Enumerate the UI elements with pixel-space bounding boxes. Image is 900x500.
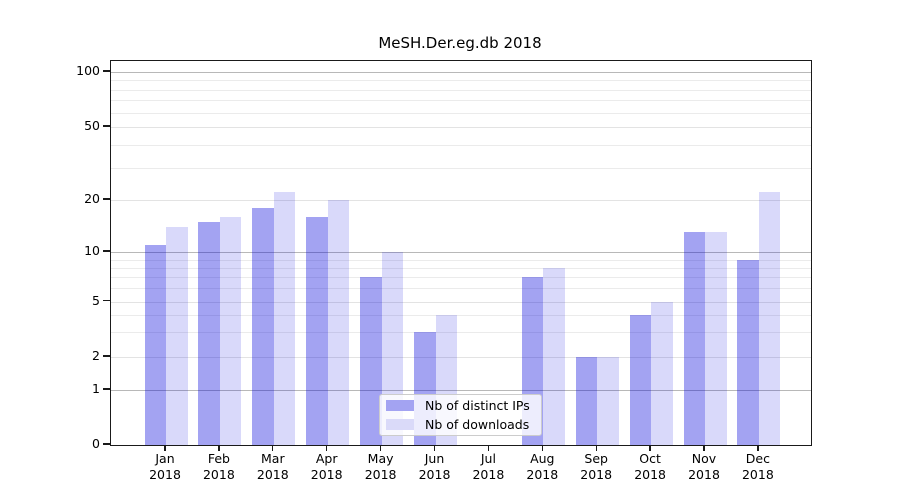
- x-tick-mark-jun: [433, 446, 436, 451]
- x-tick-mark-feb: [218, 446, 220, 451]
- legend-entry-downloads: Nb of downloads: [386, 417, 533, 432]
- x-tick-label-feb: Feb 2018: [202, 451, 235, 482]
- y-tick-mark-2: [103, 355, 110, 357]
- legend-entry-distinct-ips: Nb of distinct IPs: [386, 398, 533, 413]
- y-tick-label-10: 10: [84, 243, 100, 258]
- bar-distinct-ips-dec: [737, 259, 759, 445]
- gridline-2: [111, 357, 811, 358]
- gridline-20: [111, 200, 811, 201]
- legend-label-distinct-ips: Nb of distinct IPs: [425, 398, 530, 413]
- x-tick-mark-oct: [649, 446, 651, 451]
- x-tick-mark-aug: [541, 446, 543, 451]
- x-tick-mark-jul: [487, 446, 490, 451]
- minor-gridline-7: [111, 277, 811, 279]
- x-tick-mark-nov: [703, 446, 705, 451]
- bar-distinct-ips-sep: [575, 357, 598, 445]
- bar-distinct-ips-nov: [683, 232, 705, 445]
- legend-swatch-distinct-ips: [386, 400, 414, 411]
- bar-distinct-ips-oct: [629, 315, 652, 445]
- minor-gridline-30: [111, 167, 811, 169]
- y-tick-label-0: 0: [92, 436, 100, 451]
- major-gridline-100: [111, 72, 811, 73]
- x-tick-mark-sep: [595, 446, 597, 451]
- major-gridline-10: [111, 252, 811, 253]
- bar-downloads-aug: [543, 267, 565, 445]
- x-tick-mark-apr: [326, 446, 328, 451]
- y-tick-label-5: 5: [92, 292, 100, 308]
- minor-gridline-70: [111, 100, 811, 102]
- y-tick-mark-0: [103, 443, 110, 445]
- x-tick-mark-jan: [164, 446, 166, 451]
- bar-downloads-nov: [705, 232, 727, 445]
- y-tick-label-50: 50: [84, 118, 100, 133]
- bar-downloads-sep: [597, 357, 619, 445]
- y-tick-mark-10: [103, 250, 110, 252]
- legend-label-downloads: Nb of downloads: [425, 417, 530, 432]
- minor-gridline-9: [111, 259, 811, 261]
- x-tick-label-dec: Dec 2018: [741, 451, 774, 482]
- y-tick-mark-100: [103, 70, 110, 72]
- x-tick-mark-may: [379, 446, 382, 451]
- x-tick-label-sep: Sep 2018: [580, 451, 613, 482]
- bar-downloads-mar: [273, 192, 296, 445]
- x-tick-label-apr: Apr 2018: [310, 451, 343, 482]
- minor-gridline-8: [111, 267, 811, 269]
- x-tick-mark-dec: [757, 446, 759, 451]
- minor-gridline-4: [111, 315, 811, 317]
- y-tick-mark-1: [103, 388, 110, 390]
- minor-gridline-3: [111, 332, 811, 334]
- bar-downloads-apr: [327, 200, 350, 445]
- y-tick-mark-50: [103, 125, 110, 127]
- legend-swatch-downloads: [386, 419, 414, 430]
- plot-area: Nb of distinct IPs Nb of downloads: [110, 60, 812, 446]
- bar-distinct-ips-may: [360, 277, 382, 445]
- bar-distinct-ips-feb: [198, 221, 220, 445]
- bar-downloads-dec: [758, 192, 781, 445]
- legend: Nb of distinct IPs Nb of downloads: [379, 394, 542, 436]
- minor-gridline-40: [111, 144, 811, 146]
- x-tick-label-jun: Jun 2018: [418, 451, 451, 482]
- major-gridline-1: [111, 390, 811, 391]
- minor-gridline-60: [111, 112, 811, 114]
- minor-gridline-6: [111, 288, 811, 290]
- y-tick-label-2: 2: [92, 348, 100, 363]
- x-tick-label-aug: Aug 2018: [526, 451, 559, 482]
- bar-distinct-ips-apr: [306, 216, 328, 445]
- minor-gridline-80: [111, 89, 811, 91]
- x-tick-label-jul: Jul 2018: [472, 451, 505, 482]
- gridline-50: [111, 127, 811, 128]
- y-tick-label-1: 1: [92, 381, 100, 396]
- minor-gridline-90: [111, 80, 811, 82]
- y-tick-mark-5: [103, 299, 110, 302]
- x-tick-label-jan: Jan 2018: [149, 451, 181, 482]
- bar-downloads-feb: [219, 216, 242, 445]
- bar-downloads-jan: [166, 226, 188, 445]
- y-tick-mark-20: [103, 198, 110, 200]
- x-tick-label-oct: Oct 2018: [634, 451, 666, 482]
- chart-title: MeSH.Der.eg.db 2018: [378, 34, 542, 52]
- bar-distinct-ips-jan: [144, 244, 166, 445]
- bar-distinct-ips-mar: [252, 207, 274, 445]
- bar-downloads-oct: [651, 301, 673, 445]
- y-tick-label-100: 100: [76, 63, 100, 78]
- x-tick-label-mar: Mar 2018: [256, 451, 289, 482]
- x-tick-label-nov: Nov 2018: [688, 451, 720, 482]
- y-tick-label-20: 20: [84, 191, 100, 206]
- gridline-5: [111, 301, 811, 303]
- x-tick-mark-mar: [272, 446, 274, 451]
- x-tick-label-may: May 2018: [364, 451, 397, 482]
